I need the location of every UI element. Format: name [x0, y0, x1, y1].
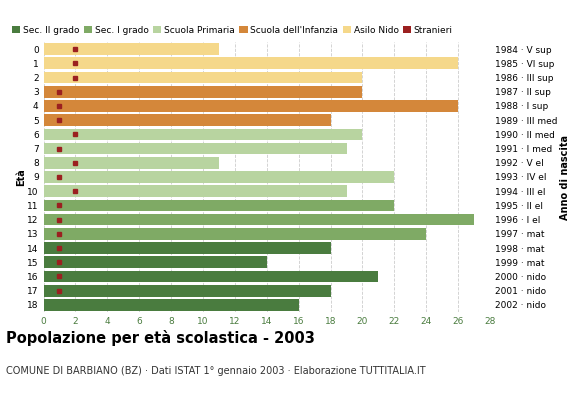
- Bar: [44, 242, 331, 254]
- Y-axis label: Età: Età: [16, 168, 26, 186]
- Text: Popolazione per età scolastica - 2003: Popolazione per età scolastica - 2003: [6, 330, 315, 346]
- Bar: [44, 228, 426, 240]
- Bar: [44, 285, 331, 296]
- Y-axis label: Anno di nascita: Anno di nascita: [560, 134, 570, 220]
- Bar: [44, 58, 458, 69]
- Legend: Sec. II grado, Sec. I grado, Scuola Primaria, Scuola dell'Infanzia, Asilo Nido, : Sec. II grado, Sec. I grado, Scuola Prim…: [12, 26, 453, 35]
- Bar: [44, 256, 267, 268]
- Text: COMUNE DI BARBIANO (BZ) · Dati ISTAT 1° gennaio 2003 · Elaborazione TUTTITALIA.I: COMUNE DI BARBIANO (BZ) · Dati ISTAT 1° …: [6, 366, 425, 376]
- Bar: [44, 72, 362, 83]
- Bar: [44, 185, 346, 197]
- Bar: [44, 214, 474, 226]
- Bar: [44, 100, 458, 112]
- Bar: [44, 299, 299, 311]
- Bar: [44, 143, 346, 154]
- Bar: [44, 86, 362, 98]
- Bar: [44, 43, 219, 55]
- Bar: [44, 171, 394, 183]
- Bar: [44, 114, 331, 126]
- Bar: [44, 200, 394, 211]
- Bar: [44, 128, 362, 140]
- Bar: [44, 157, 219, 169]
- Bar: [44, 271, 378, 282]
